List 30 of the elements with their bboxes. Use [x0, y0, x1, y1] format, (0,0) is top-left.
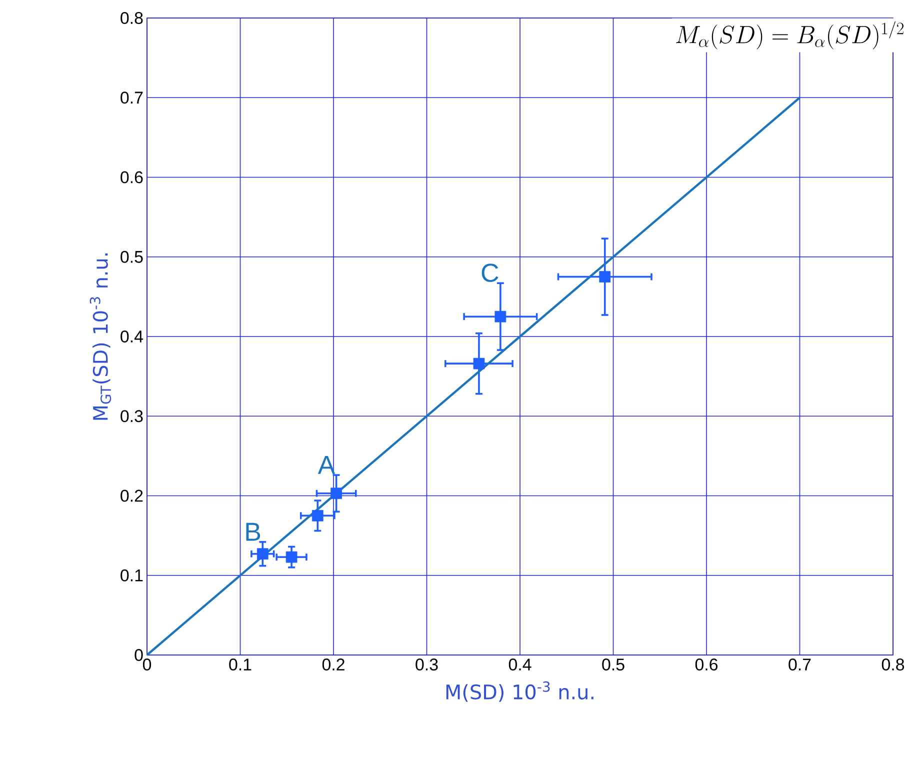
x-tick-label: 0.7: [788, 658, 811, 671]
point: [312, 510, 324, 522]
annotation: B: [246, 522, 260, 541]
y-tick-label: 0.2: [120, 490, 143, 502]
y-tick-label: 0.6: [120, 171, 143, 184]
point: [599, 271, 611, 282]
x-tick-label: 0.2: [322, 658, 344, 671]
point: [286, 551, 298, 563]
point: [473, 358, 485, 370]
y-tick-label: 0.5: [120, 250, 143, 263]
point: [494, 310, 506, 322]
x-axis-title: M(SD) 10$^{-3}$ n.u.: [446, 681, 594, 702]
y-axis-title: M$_{GT}$(SD) 10$^{-3}$ n.u.: [90, 253, 112, 420]
x-tick-label: 0.3: [416, 658, 438, 671]
y-tick-label: 0.7: [120, 92, 143, 104]
x-tick-label: 0.6: [695, 658, 718, 671]
annotation: $M_\alpha(SD) = B_\alpha(SD)^{1/2}$: [676, 21, 904, 50]
y-tick-label: 0: [134, 649, 143, 661]
x-tick-label: 0.1: [229, 658, 252, 671]
y-tick-label: 0.1: [120, 569, 143, 582]
point: [330, 488, 342, 500]
x-tick-label: 0.5: [602, 658, 624, 671]
point: [256, 548, 268, 560]
x-tick-label: 0.4: [508, 658, 532, 671]
y-tick-label: 0.4: [120, 330, 143, 342]
y-tick-label: 0.3: [120, 410, 143, 422]
y-tick-label: 0.8: [120, 12, 143, 24]
x-tick-label: 0: [142, 658, 152, 671]
x-tick-label: 0.8: [882, 658, 904, 671]
annotation: C: [482, 264, 498, 282]
